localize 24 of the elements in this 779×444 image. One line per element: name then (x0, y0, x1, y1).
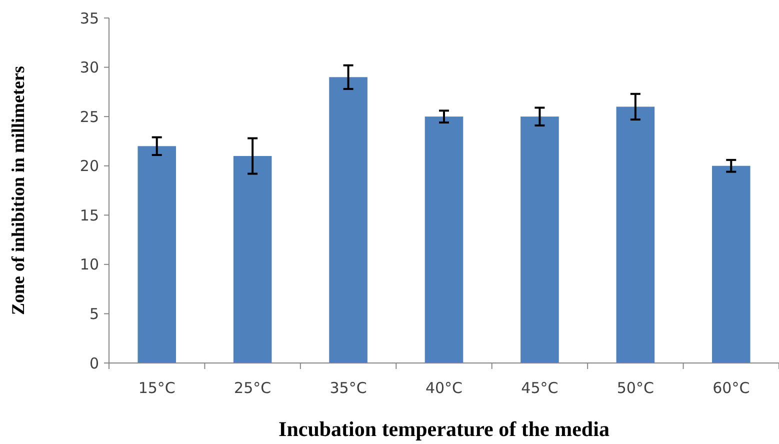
y-tick-label: 30 (80, 58, 99, 77)
x-tick-label: 60°C (712, 379, 750, 397)
bar (329, 77, 368, 363)
bar (424, 116, 464, 363)
y-tick-label: 35 (80, 9, 99, 28)
x-tick-label: 40°C (425, 379, 463, 397)
x-tick-label: 15°C (138, 379, 176, 397)
x-tick-label: 45°C (521, 379, 558, 397)
y-tick-label: 20 (80, 157, 99, 176)
y-tick-label: 5 (89, 304, 99, 323)
bar (712, 166, 750, 363)
bar (233, 156, 272, 363)
x-tick-label: 35°C (330, 379, 367, 397)
bar (520, 116, 559, 363)
y-tick-label: 10 (80, 256, 99, 274)
bar (138, 146, 176, 363)
y-tick-label: 15 (80, 206, 99, 224)
x-tick-label: 50°C (616, 379, 654, 397)
x-axis-title: Incubation temperature of the media (278, 417, 610, 441)
y-axis-title: Zone of inhibition in millimeters (8, 66, 28, 316)
y-tick-label: 25 (80, 108, 99, 126)
bar (616, 106, 655, 363)
y-tick-label: 0 (89, 354, 99, 372)
x-tick-label: 25°C (234, 379, 272, 397)
